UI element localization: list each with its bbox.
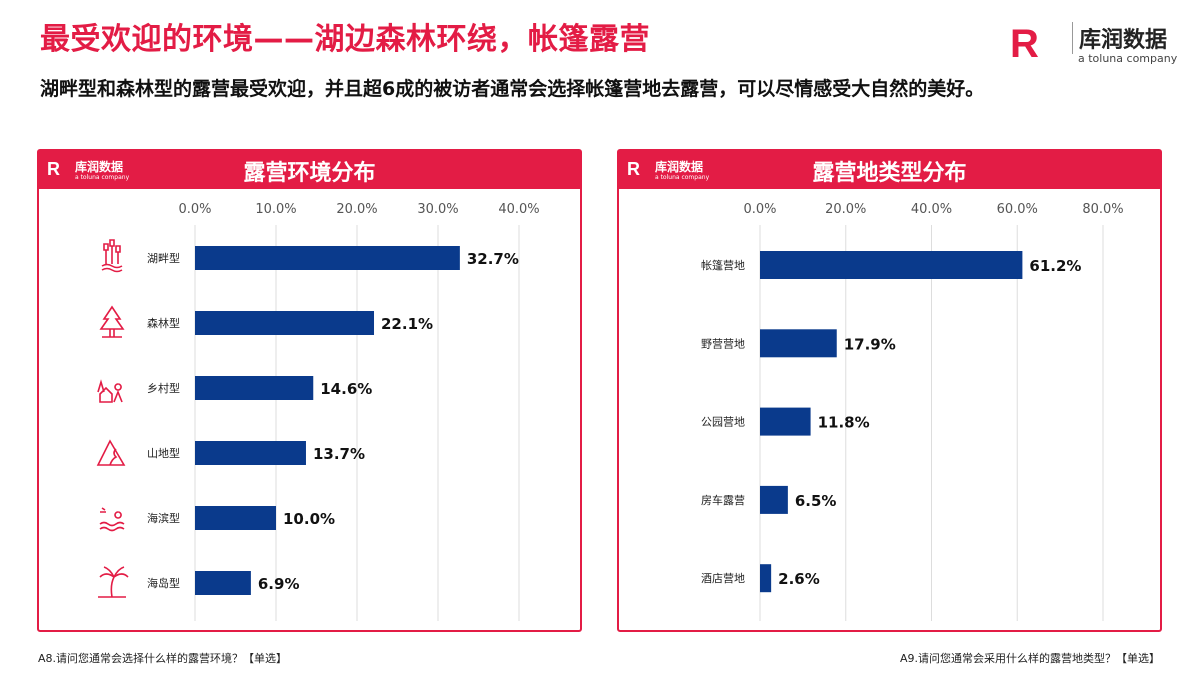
data-label: 22.1% [381,315,433,333]
category-label: 乡村型 [147,381,180,395]
x-tick-label: 20.0% [336,202,377,217]
bar [760,407,811,436]
bar [195,311,375,335]
data-label: 2.6% [778,570,820,588]
bar [195,376,314,400]
bar [760,329,837,358]
x-tick-label: 30.0% [417,202,458,217]
chart-title: 露营环境分布 [243,161,376,186]
page-subtitle: 湖畔型和森林型的露营最受欢迎，并且超6成的被访者通常会选择帐篷营地去露营，可以尽… [40,78,985,100]
category-label: 酒店营地 [701,571,745,585]
page-title: 最受欢迎的环境——湖边森林环绕，帐篷露营 [40,22,650,57]
village-house-icon [97,379,123,403]
panel-logo-tagline: a toluna company [655,174,710,181]
panel-header: R 库润数据 a toluna company 露营环境分布 [39,151,580,189]
category-label: 房车露营 [701,493,745,507]
data-label: 13.7% [313,445,365,463]
bar [195,506,276,530]
panel-header: R 库润数据 a toluna company 露营地类型分布 [619,151,1160,189]
data-label: 61.2% [1029,257,1081,275]
logo-name: 库润数据 [1072,22,1167,54]
x-tick-label: 40.0% [498,202,539,217]
panel-logo-mark: R [627,159,640,179]
logo-tagline: a toluna company [1078,52,1178,65]
x-tick-label: 40.0% [911,202,952,217]
panel-logo-mark: R [47,159,60,179]
bar [195,246,460,270]
environment-bar-chart: 0.0% 10.0% 20.0% 30.0% 40.0% 湖畔型 32.7% 森林型 22.1%… [96,202,540,621]
panel-logo-name: 库润数据 [75,160,124,174]
palm-island-icon [98,566,129,598]
bar [760,564,772,593]
logo-mark: R [1010,22,1039,66]
bar [760,485,788,514]
reeds-water-icon [101,239,123,273]
data-label: 6.5% [795,492,837,510]
campsite-chart-panel: R 库润数据 a toluna company 露营地类型分布 0.0% 20.0… [617,149,1162,632]
footnote-right: A9.请问您通常会采用什么样的露营地类型？【单选】 [899,652,1160,665]
x-tick-label: 0.0% [743,202,776,217]
seaside-sun-icon [99,507,125,532]
campsite-bar-chart: 0.0% 20.0% 40.0% 60.0% 80.0% 帐篷营地 61.2% 野营营地 17.… [701,202,1124,621]
bar [760,251,1023,279]
chart-title: 露营地类型分布 [812,161,967,186]
category-label: 湖畔型 [147,251,180,265]
mountain-road-icon [96,439,126,466]
category-label: 公园营地 [701,415,745,429]
panel-logo-tagline: a toluna company [75,174,130,181]
category-label: 帐篷营地 [701,258,745,272]
bar [195,441,306,465]
brand-logo: R 库润数据 a toluna company [1010,22,1180,70]
data-label: 6.9% [258,575,300,593]
x-tick-label: 0.0% [178,202,211,217]
category-label: 山地型 [147,446,180,460]
category-label: 野营营地 [701,336,745,350]
panel-logo-name: 库润数据 [655,160,704,174]
data-label: 10.0% [283,510,335,528]
x-tick-label: 80.0% [1082,202,1123,217]
category-label: 海岛型 [147,576,180,590]
bar [195,571,251,595]
footnote-left: A8.请问您通常会选择什么样的露营环境？【单选】 [38,652,288,665]
data-label: 11.8% [818,414,870,432]
data-label: 17.9% [844,335,896,353]
x-tick-label: 20.0% [825,202,866,217]
data-label: 14.6% [320,380,372,398]
category-label: 森林型 [147,316,180,330]
x-tick-label: 60.0% [997,202,1038,217]
pine-tree-icon [99,305,125,338]
x-tick-label: 10.0% [255,202,296,217]
data-label: 32.7% [467,250,519,268]
environment-chart-panel: R 库润数据 a toluna company 露营环境分布 0.0% 10.0%… [37,149,582,632]
category-label: 海滨型 [147,511,180,525]
